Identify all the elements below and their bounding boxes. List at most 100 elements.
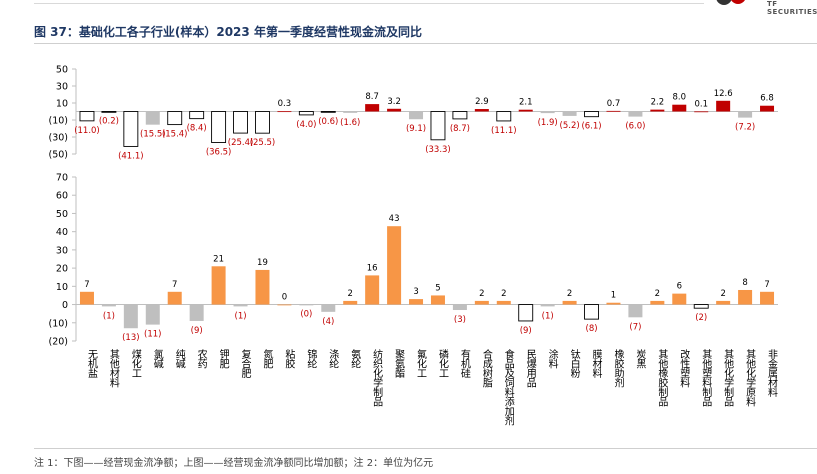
top-data-label: (1.9) bbox=[538, 118, 558, 128]
top-data-label: (6.1) bbox=[581, 122, 601, 132]
bottom-data-label: 19 bbox=[257, 258, 268, 268]
bottom-y-tick-label: 0 bbox=[62, 300, 68, 311]
top-bar bbox=[452, 111, 468, 120]
bottom-data-label: 2 bbox=[348, 289, 353, 299]
bottom-data-label: (1) bbox=[542, 311, 554, 321]
bottom-bar bbox=[430, 295, 445, 305]
bottom-data-label: (1) bbox=[235, 311, 247, 321]
bottom-y-tick-label: 60 bbox=[56, 191, 68, 202]
top-bar bbox=[145, 111, 160, 125]
category-label: 粘胶 bbox=[283, 348, 295, 370]
bottom-data-label: (1) bbox=[103, 311, 115, 321]
top-bar bbox=[365, 104, 380, 112]
bottom-bar bbox=[123, 304, 138, 329]
top-bar bbox=[255, 111, 270, 134]
category-label: 其他化学制品 bbox=[722, 349, 734, 408]
category-label: 合成树脂 bbox=[480, 348, 492, 389]
bottom-data-label: (7) bbox=[629, 322, 641, 332]
bottom-data-label: 2 bbox=[479, 289, 484, 299]
top-data-label: (9.1) bbox=[406, 124, 426, 134]
top-bar bbox=[189, 111, 205, 120]
bottom-bar bbox=[672, 293, 687, 305]
bottom-bar bbox=[584, 304, 599, 320]
bottom-bar bbox=[233, 304, 248, 307]
top-bar bbox=[79, 111, 95, 122]
bottom-y-tick-label: 50 bbox=[56, 209, 68, 220]
category-label: 煤化工 bbox=[129, 348, 141, 378]
brand-text: TF SECURITIES bbox=[767, 0, 817, 16]
category-label: 炭黑 bbox=[634, 349, 646, 370]
category-label: 有机硅 bbox=[458, 348, 470, 378]
bottom-bar bbox=[518, 304, 534, 322]
top-data-label: 3.2 bbox=[387, 97, 401, 107]
bottom-data-label: 0 bbox=[282, 293, 287, 303]
bottom-bar bbox=[562, 300, 577, 305]
bottom-data-label: (4) bbox=[322, 317, 334, 327]
bottom-data-label: (0) bbox=[300, 310, 312, 320]
category-label: 改性塑料 bbox=[678, 348, 690, 389]
top-data-label: 6.8 bbox=[760, 94, 774, 104]
top-bar bbox=[387, 108, 402, 112]
bottom-y-tick-label: 40 bbox=[56, 227, 68, 238]
top-y-tick-label: 50 bbox=[56, 65, 68, 76]
top-data-label: (15.5) bbox=[140, 130, 166, 140]
bottom-data-label: (2) bbox=[695, 313, 707, 323]
bottom-bar bbox=[299, 304, 314, 306]
category-label: 食品及饲料添加剂 bbox=[502, 348, 514, 427]
bottom-data-label: 7 bbox=[172, 280, 177, 290]
top-data-label: (4.0) bbox=[296, 120, 316, 130]
footer-rule bbox=[34, 448, 817, 449]
category-label: 非金属材料 bbox=[766, 349, 778, 398]
bottom-data-label: 2 bbox=[720, 289, 725, 299]
bottom-bar bbox=[474, 300, 489, 305]
bottom-bar bbox=[650, 300, 665, 305]
top-bar bbox=[694, 111, 709, 113]
top-bar bbox=[650, 109, 665, 112]
top-bar bbox=[233, 111, 248, 134]
top-bar bbox=[343, 111, 358, 113]
category-label: 涤纶 bbox=[327, 348, 339, 369]
bottom-data-label: 5 bbox=[435, 283, 440, 293]
top-data-label: 2.2 bbox=[651, 98, 665, 108]
bottom-data-label: 6 bbox=[677, 282, 682, 292]
top-bar bbox=[123, 111, 139, 147]
top-y-tick-label: 10 bbox=[56, 99, 68, 110]
bottom-bar bbox=[343, 300, 358, 305]
top-data-label: 0.3 bbox=[278, 99, 292, 109]
brand-logo-icon bbox=[716, 0, 745, 5]
top-data-label: (8.4) bbox=[187, 124, 207, 134]
category-label: 膜材料 bbox=[590, 349, 602, 379]
category-label: 其他材料 bbox=[107, 349, 119, 389]
bottom-bar bbox=[496, 300, 511, 305]
top-data-label: (25.5) bbox=[250, 138, 276, 148]
top-data-label: 8.7 bbox=[365, 92, 379, 102]
category-label: 复合肥 bbox=[239, 348, 251, 379]
figure-title: 图 37：基础化工各子行业(样本）2023 年第一季度经营性现金流及同比 bbox=[34, 25, 422, 39]
bottom-y-tick-label: 20 bbox=[56, 264, 68, 275]
category-label: 锦纶 bbox=[305, 348, 317, 369]
bottom-data-label: 7 bbox=[764, 280, 769, 290]
bottom-data-label: (9) bbox=[520, 326, 532, 336]
category-label: 无机盐 bbox=[85, 349, 97, 378]
title-rule bbox=[34, 43, 817, 44]
bottom-y-tick-label: (20) bbox=[48, 337, 68, 348]
header-rule bbox=[34, 3, 704, 4]
top-bar bbox=[409, 111, 424, 120]
bottom-data-label: (3) bbox=[454, 315, 466, 325]
top-data-label: 12.6 bbox=[714, 89, 733, 99]
top-y-tick-label: (50) bbox=[48, 150, 68, 161]
bottom-bar bbox=[760, 291, 775, 305]
top-bar bbox=[584, 111, 599, 118]
bottom-data-label: 3 bbox=[413, 287, 418, 297]
bottom-y-tick-label: 70 bbox=[56, 173, 68, 184]
top-bar bbox=[298, 111, 314, 116]
top-bar bbox=[760, 105, 775, 112]
top-bar bbox=[474, 109, 489, 112]
bottom-bar bbox=[167, 291, 182, 305]
top-data-label: (6.0) bbox=[625, 122, 645, 132]
top-data-label: (41.1) bbox=[118, 151, 144, 161]
bottom-bar bbox=[277, 304, 292, 306]
top-bar bbox=[320, 111, 336, 113]
category-label: 橡胶助剂 bbox=[612, 348, 624, 389]
top-bar bbox=[628, 111, 643, 117]
